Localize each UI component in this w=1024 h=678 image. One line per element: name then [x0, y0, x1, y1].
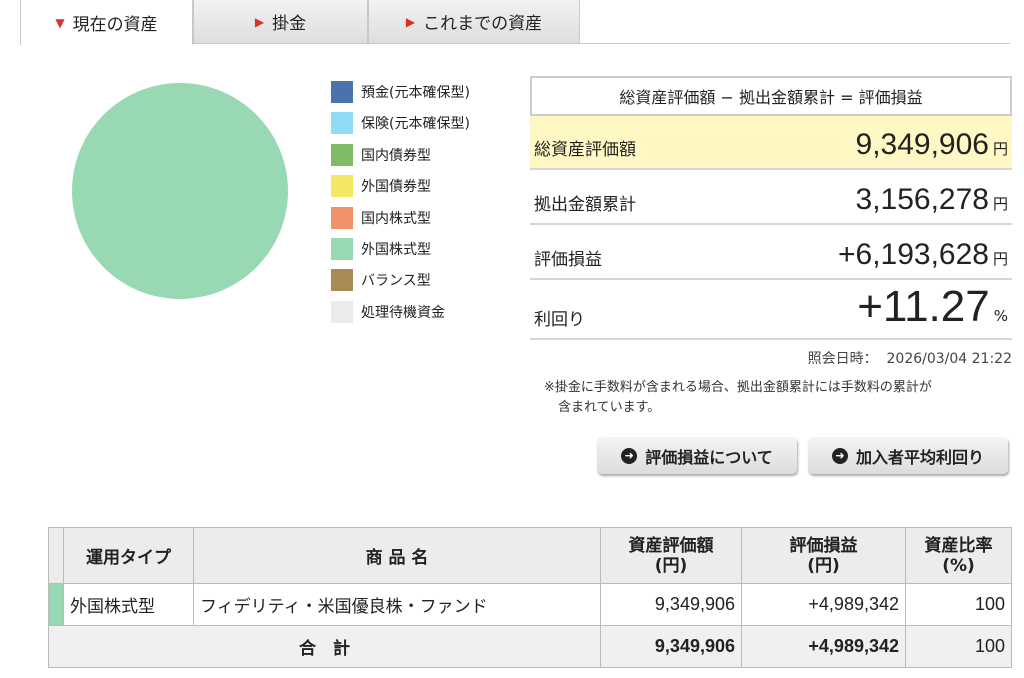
arrow-circle-icon: ➜ — [831, 447, 848, 464]
timestamp: 照会日時： 2026/03/04 21:22 — [807, 351, 1012, 367]
legend-item: 処理待機資金 — [331, 300, 445, 323]
type-color-bar — [48, 583, 64, 626]
col-ratio: 資産比率 (%) — [905, 527, 1012, 584]
fee-note: ※掛金に手数料が含まれる場合、拠出金額累計には手数料の累計が 含まれています。 — [544, 380, 932, 415]
table-row: 外国株式型 フィデリティ・米国優良株・ファンド 9,349,906 +4,989… — [48, 583, 1012, 626]
pie-slice-foreign-equity — [72, 83, 288, 299]
legend-item: 保険(元本確保型) — [331, 112, 470, 135]
summary-box: 総資産評価額 − 拠出金額累計 = 評価損益 総資産評価額 9,349,906 円 … — [530, 76, 1012, 418]
product-name: フィデリティ・米国優良株・ファンド — [193, 583, 601, 626]
triangle-right-icon: ▶ — [405, 14, 416, 29]
legend-swatch — [331, 300, 353, 323]
legend-swatch — [331, 81, 353, 103]
legend-swatch — [331, 238, 353, 260]
legend-swatch — [331, 143, 353, 166]
legend-item: 外国債券型 — [331, 175, 431, 198]
legend-swatch — [331, 175, 353, 198]
col-value: 資産評価額 (円) — [600, 527, 742, 584]
tab-past-assets[interactable]: ▶ これまでの資産 — [368, 0, 580, 44]
tab-bar: ▼ 現在の資産 ▶ 掛金 ▶ これまでの資産 — [20, 0, 1010, 45]
gain-row: 評価損益 +6,193,628 円 — [530, 225, 1012, 280]
about-gain-button[interactable]: ➜ 評価損益について — [597, 437, 797, 474]
contributions-row: 拠出金額累計 3,156,278 円 — [530, 170, 1012, 225]
legend-label: 国内債券型 — [361, 147, 431, 164]
legend-label: 処理待機資金 — [361, 304, 445, 321]
legend-label: 外国株式型 — [361, 242, 431, 258]
triangle-right-icon: ▶ — [254, 14, 265, 29]
col-gain: 評価損益 (円) — [741, 527, 906, 584]
total-assets-row: 総資産評価額 9,349,906 円 — [530, 116, 1012, 170]
yield-row: 利回り +11.27% — [530, 280, 1012, 340]
legend-swatch — [331, 112, 353, 135]
tab-current-assets[interactable]: ▼ 現在の資産 — [20, 0, 193, 45]
average-yield-button[interactable]: ➜ 加入者平均利回り — [808, 437, 1008, 474]
legend-item: 預金(元本確保型) — [331, 81, 470, 103]
holdings-table: 運用タイプ 商 品 名 資産評価額 (円) 評価損益 (円) 資産比率 (%) … — [48, 527, 1012, 668]
col-type: 運用タイプ — [63, 527, 194, 584]
summary-formula: 総資産評価額 − 拠出金額累計 = 評価損益 — [530, 76, 1012, 116]
legend-item: 国内債券型 — [331, 143, 431, 166]
legend-item: バランス型 — [331, 269, 431, 292]
triangle-down-icon: ▼ — [55, 15, 65, 30]
total-row: 合 計 9,349,906 +4,989,342 100 — [48, 625, 1012, 668]
legend-label: 外国債券型 — [361, 179, 431, 196]
legend-label: バランス型 — [361, 273, 431, 290]
legend-item: 外国株式型 — [331, 238, 431, 260]
legend-label: 預金(元本確保型) — [361, 85, 470, 101]
arrow-circle-icon: ➜ — [621, 447, 638, 464]
tab-contributions[interactable]: ▶ 掛金 — [193, 0, 368, 44]
pie-chart — [72, 83, 288, 299]
legend-swatch — [331, 206, 353, 229]
legend-swatch — [331, 269, 353, 292]
col-product: 商 品 名 — [193, 527, 601, 584]
legend-label: 保険(元本確保型) — [361, 116, 470, 133]
legend-label: 国内株式型 — [361, 210, 431, 227]
legend-item: 国内株式型 — [331, 206, 431, 229]
